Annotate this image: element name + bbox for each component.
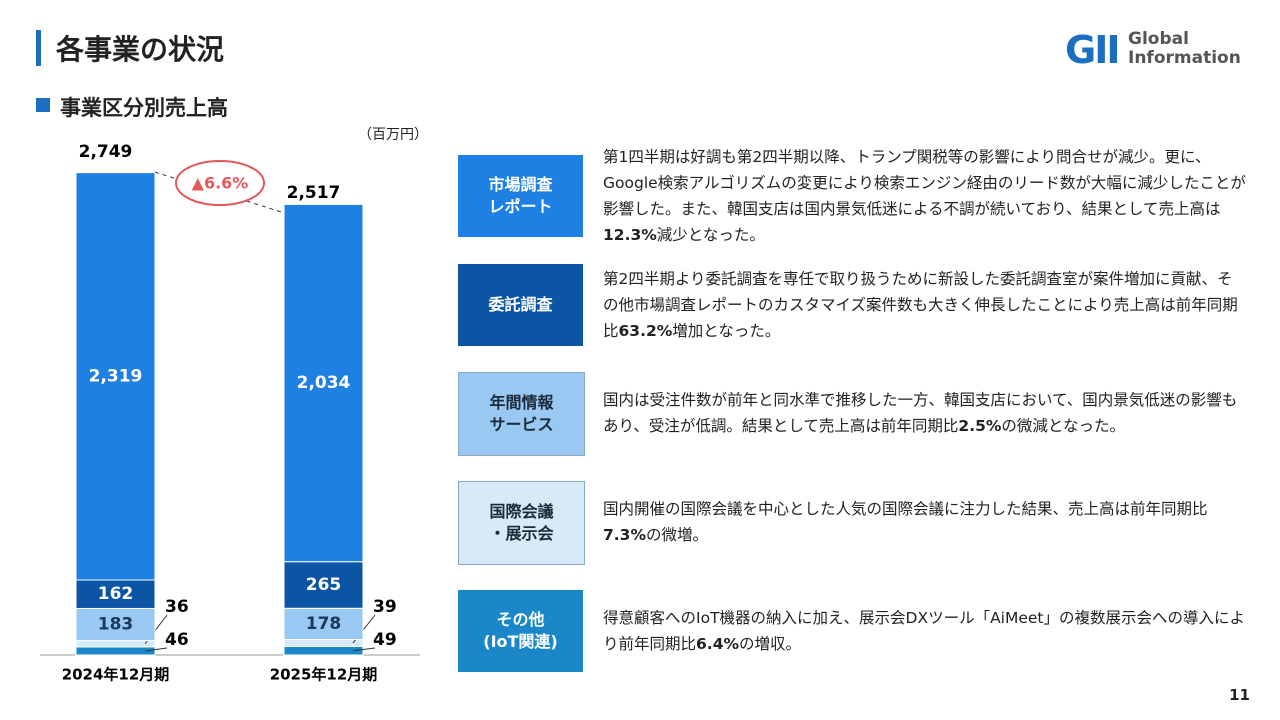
highlight: 63.2% <box>618 321 673 340</box>
logo-line: Information <box>1128 48 1241 68</box>
value-label: 183 <box>98 615 134 635</box>
bar-segment <box>75 640 156 648</box>
highlight: 12.3% <box>603 226 657 244</box>
chart: 2024年12月期 46 36 183 162 2,319 2,749 2025年12月期 49… <box>40 142 420 684</box>
unit-label: （百万円） <box>358 127 428 143</box>
description-text: 第2四半期より委託調査を専任で取り扱うために新設した委託調査室が案件増加に貢献、… <box>603 266 1248 344</box>
bar-segment <box>75 646 156 656</box>
change-label: ▲6.6% <box>192 174 249 193</box>
x-tick-label: 2025年12月期 <box>270 666 378 684</box>
text-run: 増加となった。 <box>672 321 781 340</box>
highlight: 6.4% <box>696 634 740 653</box>
value-label: 36 <box>165 597 189 617</box>
page-number: 11 <box>1229 686 1250 704</box>
text-run: 第2四半期より委託調査を専任で取り扱うために新設した委託調査室が案件増加に貢献、… <box>603 269 1238 340</box>
bar-segment <box>283 607 364 641</box>
segment-label: その他 (IoT関連) <box>458 589 583 672</box>
title-bar <box>36 30 41 66</box>
description-text: 国内開催の国際会議を中心とした人気の国際会議に注力した結果、売上高は前年同期比 7… <box>603 496 1248 548</box>
highlight: 7.3% <box>603 526 646 545</box>
value-label: 49 <box>373 630 397 650</box>
segment-description: 第1四半期は好調も第2四半期以降、トランプ関税等の影響により問合せが減少。更に、… <box>603 148 1248 244</box>
highlight: 2.5% <box>958 417 1002 436</box>
logo-mark: GII <box>1065 28 1120 72</box>
text-run: 国内は受注件数が前年と同水準で推移した一方、韓国支店において、国内景気低迷の影響… <box>603 391 1238 436</box>
subtitle-marker <box>36 98 50 112</box>
leader-line <box>352 647 376 652</box>
segment-label: 年間情報 サービス <box>458 372 585 457</box>
bar-segment <box>283 561 364 609</box>
logo-line: Global <box>1128 29 1189 49</box>
segment-description: 得意顧客へのIoT機器の納入に加え、展示会DXツール「AiMeet」の複数展示会… <box>603 590 1248 672</box>
chart-subtitle: 事業区分別売上高 <box>60 96 228 120</box>
description-text: 国内は受注件数が前年と同水準で推移した一方、韓国支店において、国内景気低迷の影響… <box>603 387 1248 439</box>
segment-description: 国内は受注件数が前年と同水準で推移した一方、韓国支店において、国内景気低迷の影響… <box>603 372 1248 454</box>
x-tick-label: 2024年12月期 <box>62 666 170 684</box>
value-label: 2,034 <box>297 373 351 393</box>
bar-segment <box>283 203 364 563</box>
value-label: 162 <box>98 584 134 604</box>
change-circle <box>175 160 265 206</box>
text-run: 減少となった。 <box>656 226 765 244</box>
leader-line <box>144 647 168 652</box>
text-run: の微減となった。 <box>1001 417 1125 436</box>
value-label: 39 <box>373 597 397 617</box>
bar-segment <box>283 645 364 656</box>
bar-segment <box>283 639 364 647</box>
segment-description: 第2四半期より委託調査を専任で取り扱うために新設した委託調査室が案件増加に貢献、… <box>603 264 1248 346</box>
text-run: 得意顧客へのIoT機器の納入に加え、展示会DXツール「AiMeet」の複数展示会… <box>603 608 1246 653</box>
text-run: の増収。 <box>739 634 802 653</box>
bar-segment <box>75 172 156 581</box>
text-run: の微増。 <box>646 526 709 545</box>
text-run: 国内開催の国際会議を中心とした人気の国際会議に注力した結果、売上高は前年同期比 <box>603 500 1208 519</box>
total-label: 2,517 <box>287 183 341 203</box>
value-label: 178 <box>306 614 342 634</box>
segment-label: 委託調査 <box>458 263 583 346</box>
segment-description: 国内開催の国際会議を中心とした人気の国際会議に注力した結果、売上高は前年同期比 7… <box>603 481 1248 563</box>
description-text: 第1四半期は好調も第2四半期以降、トランプ関税等の影響により問合せが減少。更に、… <box>603 144 1248 248</box>
description-text: 得意顧客へのIoT機器の納入に加え、展示会DXツール「AiMeet」の複数展示会… <box>603 605 1248 657</box>
bar-segment <box>75 579 156 609</box>
segment-label: 市場調査 レポート <box>458 155 583 237</box>
text-run: 第1四半期は好調も第2四半期以降、トランプ関税等の影響により問合せが減少。更に、… <box>603 148 1246 218</box>
logo-text: Global Information <box>1128 30 1241 68</box>
value-label: 265 <box>306 575 342 595</box>
page-title: 各事業の状況 <box>56 33 225 66</box>
value-label: 46 <box>165 630 189 650</box>
total-label: 2,749 <box>79 142 133 162</box>
segment-label: 国際会議 ・展示会 <box>458 481 585 566</box>
value-label: 2,319 <box>89 366 143 386</box>
